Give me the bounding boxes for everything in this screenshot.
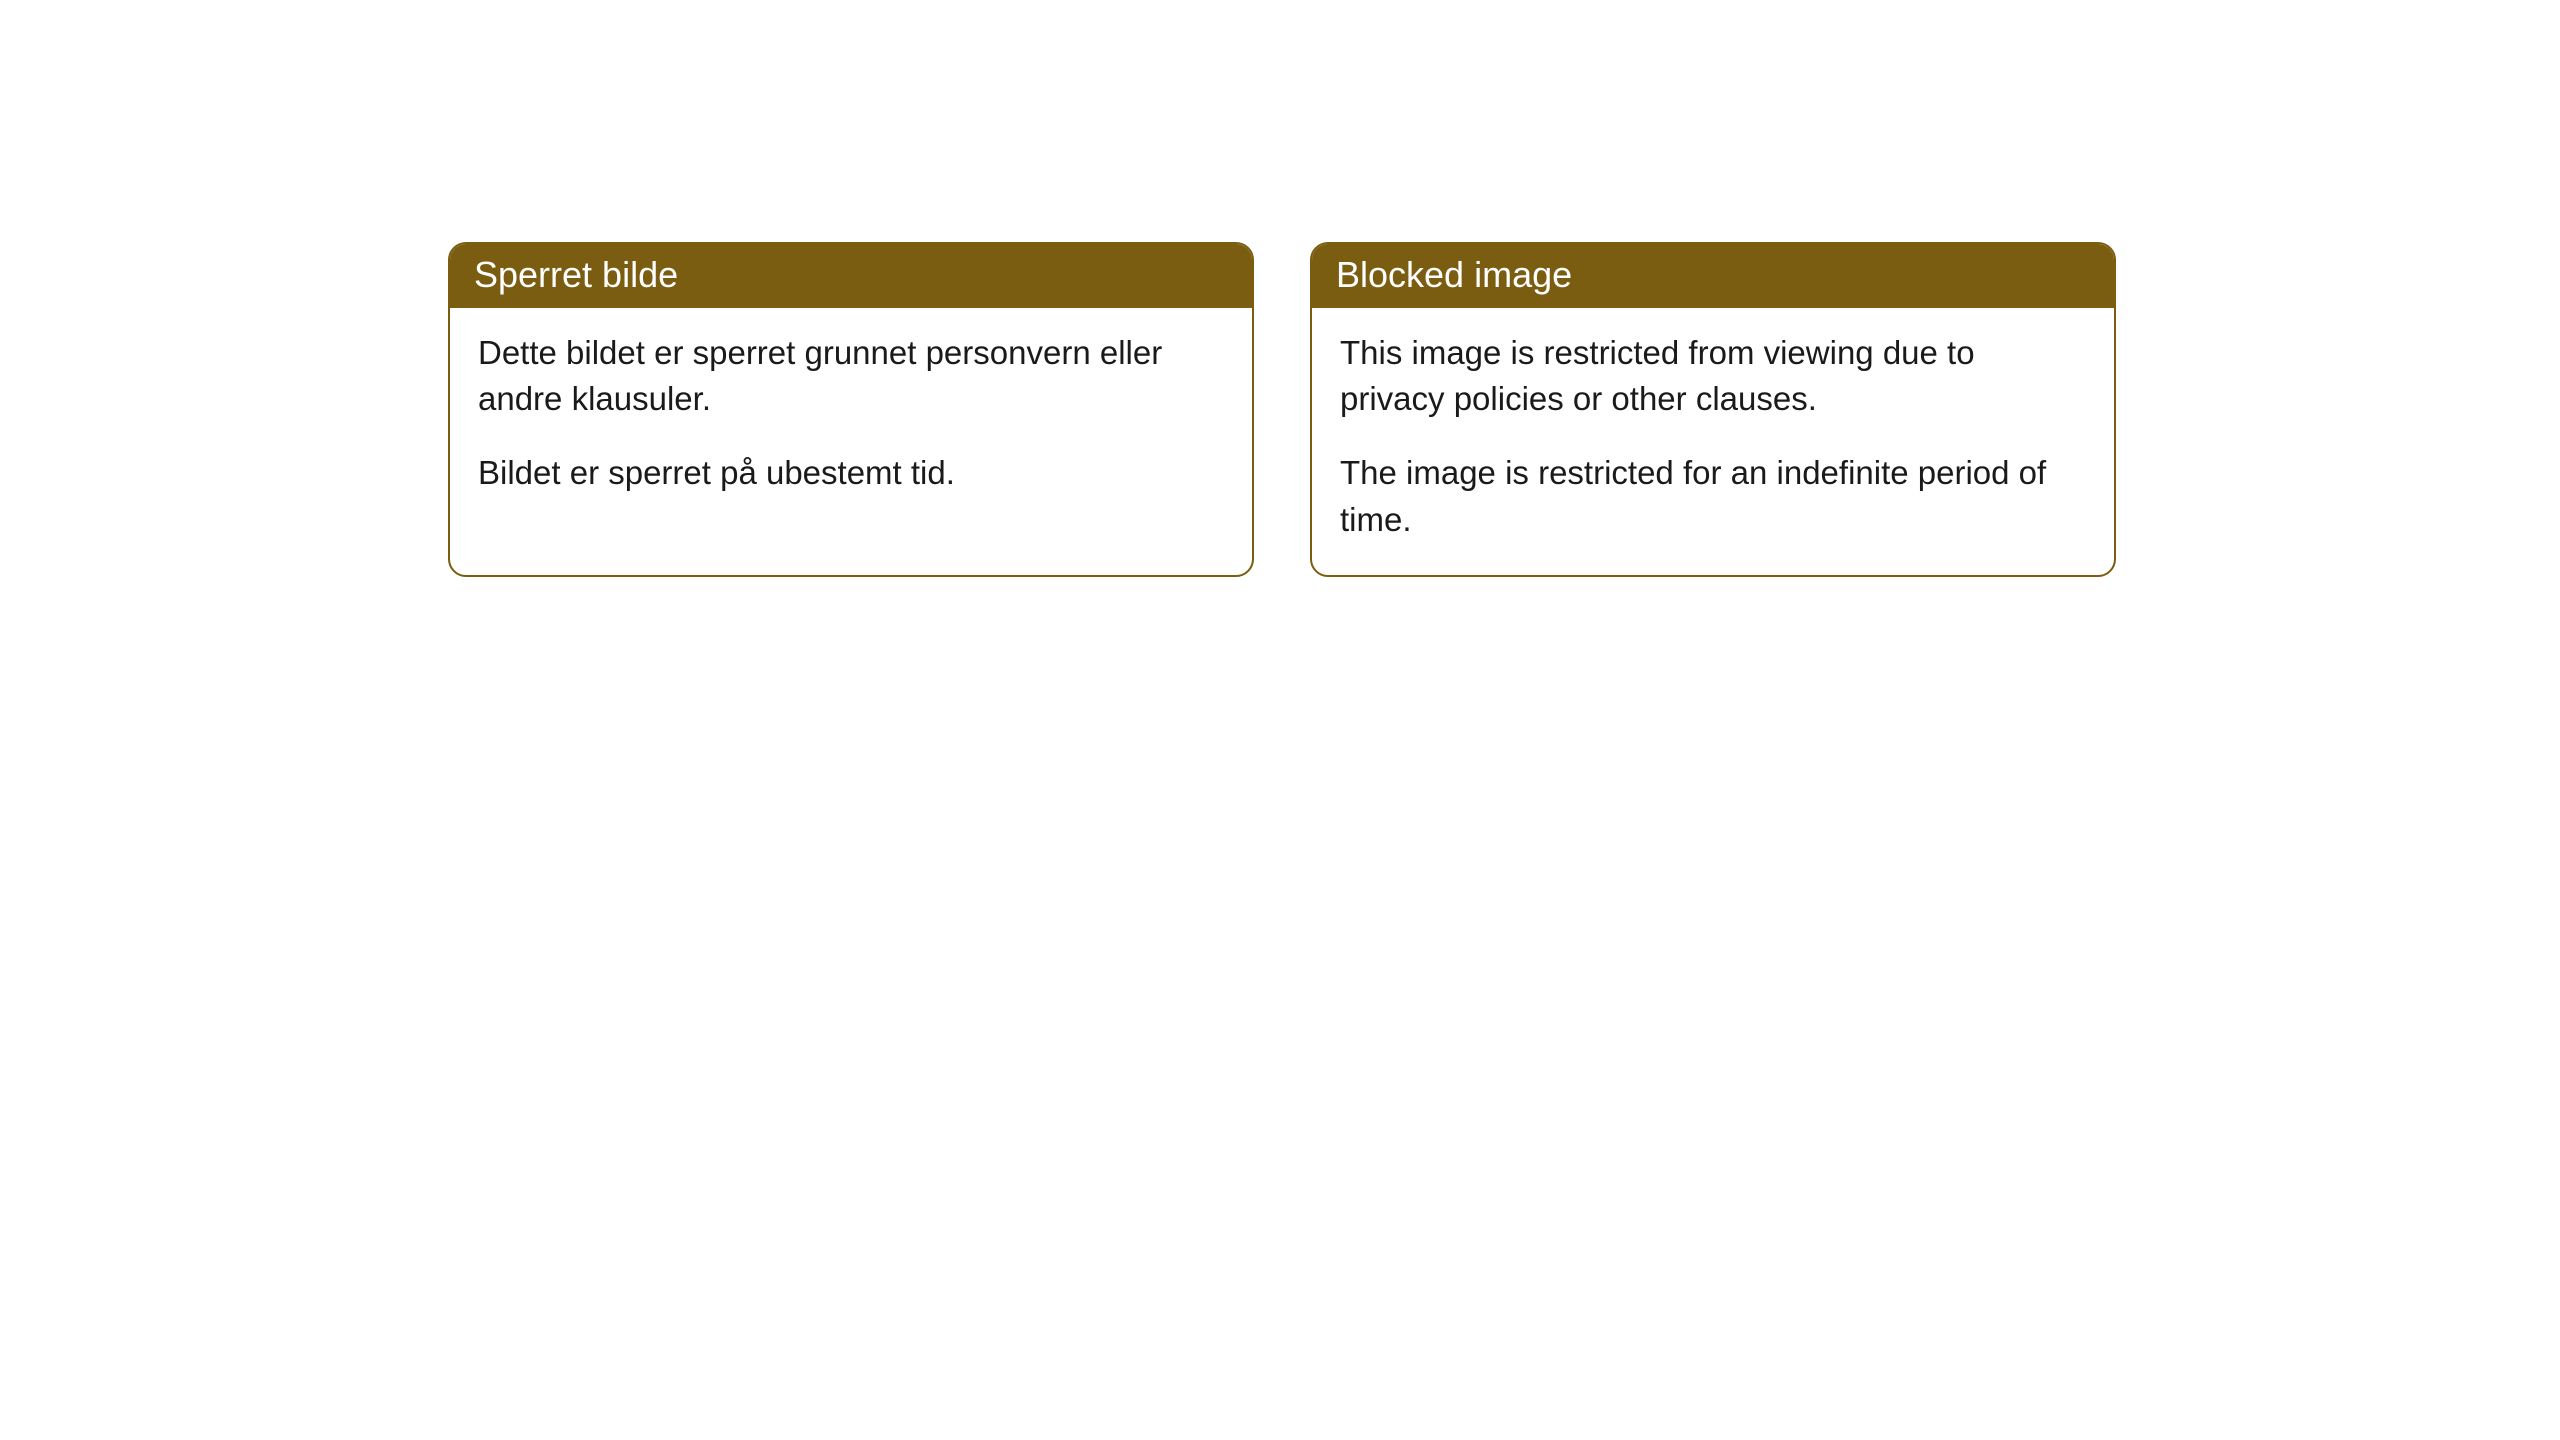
notice-paragraph-1: This image is restricted from viewing du… [1340, 330, 2086, 422]
notice-title: Blocked image [1336, 254, 1572, 295]
notice-paragraph-1: Dette bildet er sperret grunnet personve… [478, 330, 1224, 422]
notice-body: This image is restricted from viewing du… [1312, 308, 2114, 575]
notice-container: Sperret bilde Dette bildet er sperret gr… [448, 242, 2116, 577]
notice-body: Dette bildet er sperret grunnet personve… [450, 308, 1252, 529]
notice-header: Blocked image [1312, 244, 2114, 308]
notice-paragraph-2: Bildet er sperret på ubestemt tid. [478, 450, 1224, 496]
notice-card-norwegian: Sperret bilde Dette bildet er sperret gr… [448, 242, 1254, 577]
notice-paragraph-2: The image is restricted for an indefinit… [1340, 450, 2086, 542]
notice-card-english: Blocked image This image is restricted f… [1310, 242, 2116, 577]
notice-header: Sperret bilde [450, 244, 1252, 308]
notice-title: Sperret bilde [474, 254, 678, 295]
